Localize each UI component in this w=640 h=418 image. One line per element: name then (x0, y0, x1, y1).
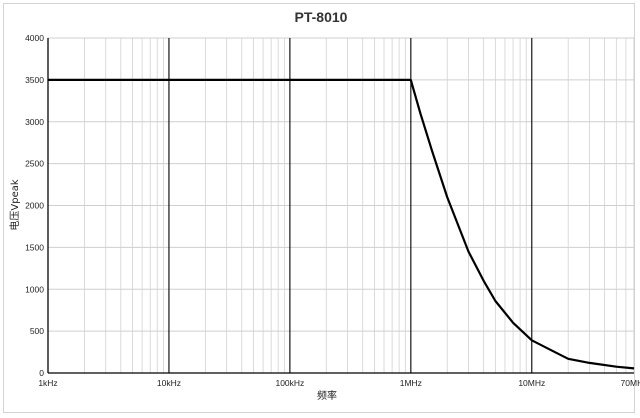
chart-title: PT-8010 (295, 9, 348, 25)
x-tick-label: 1kHz (38, 378, 57, 388)
y-tick-label: 500 (30, 326, 44, 336)
x-tick-label: 10kHz (157, 378, 181, 388)
series-layer (48, 78, 635, 370)
x-tick-label: 10MHz (518, 378, 545, 388)
chart-frame (3, 3, 635, 413)
axes (47, 38, 634, 374)
y-axis-label: 电压Vpeak (8, 179, 21, 230)
y-tick-label: 2500 (25, 159, 44, 169)
y-tick-label: 1000 (25, 284, 44, 294)
y-tick-label: 3000 (25, 117, 44, 127)
y-tick-label: 0 (39, 368, 44, 378)
grid (47, 37, 635, 374)
series-line (48, 78, 635, 370)
y-tick-label: 1500 (25, 242, 44, 252)
y-tick-label: 4000 (25, 33, 44, 43)
x-tick-label: 100kHz (275, 378, 304, 388)
x-tick-label: 70MHz (621, 378, 640, 388)
y-tick-label: 2000 (25, 201, 44, 211)
y-tick-label: 3500 (25, 75, 44, 85)
x-tick-label: 1MHz (400, 378, 422, 388)
x-axis-label: 频率 (317, 389, 337, 402)
tick-labels: 0 500 1000 1500 2000 2500 3000 3500 4000 1kHz 10kH… (25, 33, 640, 388)
